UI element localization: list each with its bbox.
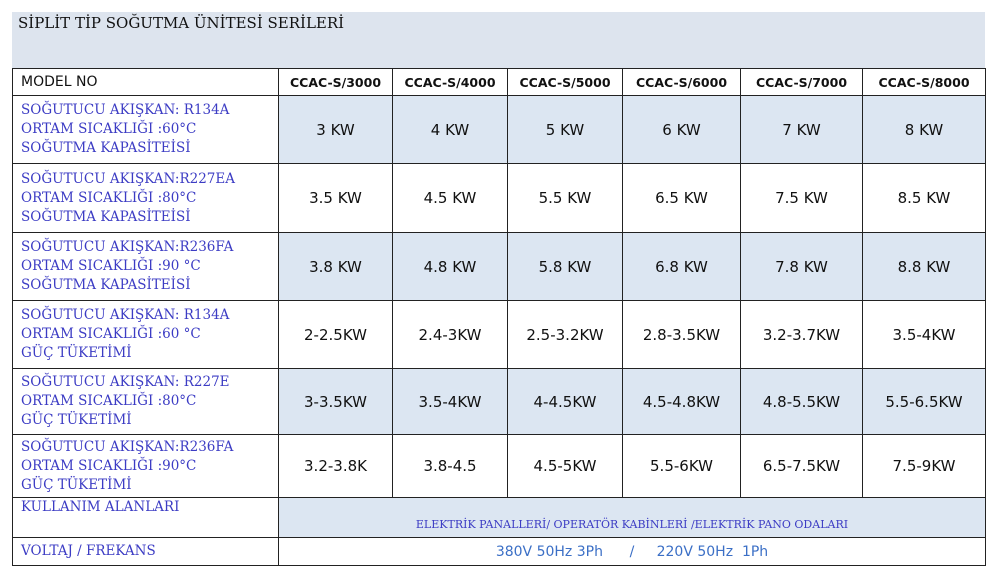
label-line: GÜÇ TÜKETİMİ (21, 412, 132, 428)
table-row: SOĞUTUCU AKIŞKAN:R236FA ORTAM SICAKLIĞI :… (12, 434, 986, 498)
cell: 5.8 KW (507, 232, 623, 301)
cell: 8.8 KW (862, 232, 986, 301)
row-label: KULLANIM ALANLARI (12, 497, 279, 538)
label-line: SOĞUTMA KAPASİTEİSİ (21, 208, 191, 225)
header-row: MODEL NO CCAC-S/3000 CCAC-S/4000 CCAC-S/500… (12, 68, 986, 96)
cell: 7 KW (740, 95, 863, 164)
cell: 4.5 KW (392, 163, 508, 233)
row-label: SOĞUTUCU AKIŞKAN:R236FA ORTAM SICAKLIĞI :… (12, 434, 279, 498)
label-line: ORTAM SICAKLIĞI :80°C (21, 189, 197, 206)
cell: 7.5 KW (740, 163, 863, 233)
cell: 3.2-3.7KW (740, 300, 863, 369)
table-row: SOĞUTUCU AKIŞKAN: R134A ORTAM SICAKLIĞI :… (12, 300, 986, 369)
usage-value: ELEKTRİK PANALLERİ/ OPERATÖR KABİNLERİ /… (278, 497, 986, 538)
cell: 2-2.5KW (278, 300, 393, 369)
cell: 5.5-6.5KW (862, 368, 986, 435)
cell: 2.5-3.2KW (507, 300, 623, 369)
column-header: CCAC-S/8000 (862, 68, 986, 96)
cell: 5.5-6KW (622, 434, 741, 498)
cell: 7.8 KW (740, 232, 863, 301)
label-line: ORTAM SICAKLIĞI :90 °C (21, 258, 201, 274)
cell: 6 KW (622, 95, 741, 164)
cell: 3.8-4.5 (392, 434, 508, 498)
cell: 3.5 KW (278, 163, 393, 233)
cell: 4 KW (392, 95, 508, 164)
row-label: SOĞUTUCU AKIŞKAN: R227E ORTAM SICAKLIĞI :… (12, 368, 279, 435)
cell: 2.4-3KW (392, 300, 508, 369)
table-row: SOĞUTUCU AKIŞKAN:R236FA ORTAM SICAKLIĞI :… (12, 232, 986, 301)
label-line: ORTAM SICAKLIĞI :90°C (21, 457, 197, 474)
cell: 4.8 KW (392, 232, 508, 301)
table-row: SOĞUTUCU AKIŞKAN:R227EA ORTAM SICAKLIĞI :… (12, 163, 986, 233)
label-line: ORTAM SICAKLIĞI :80°C (21, 393, 197, 409)
column-header: CCAC-S/7000 (740, 68, 863, 96)
cell: 4-4.5KW (507, 368, 623, 435)
cell: 3 KW (278, 95, 393, 164)
column-header: CCAC-S/4000 (392, 68, 508, 96)
table-row: SOĞUTUCU AKIŞKAN: R227E ORTAM SICAKLIĞI :… (12, 368, 986, 435)
label-line: SOĞUTUCU AKIŞKAN:R227EA (21, 170, 235, 187)
cell: 6.5 KW (622, 163, 741, 233)
label-line: SOĞUTUCU AKIŞKAN: R227E (21, 374, 230, 390)
cell: 7.5-9KW (862, 434, 986, 498)
label-line: GÜÇ TÜKETİMİ (21, 476, 132, 493)
column-header: CCAC-S/5000 (507, 68, 623, 96)
cell: 8.5 KW (862, 163, 986, 233)
label-line: SOĞUTUCU AKIŞKAN: R134A (21, 102, 230, 118)
spec-table: MODEL NO CCAC-S/3000 CCAC-S/4000 CCAC-S/500… (12, 68, 986, 566)
row-label: SOĞUTUCU AKIŞKAN:R227EA ORTAM SICAKLIĞI :… (12, 163, 279, 233)
label-line: ORTAM SICAKLIĞI :60°C (21, 121, 197, 137)
cell: 6.5-7.5KW (740, 434, 863, 498)
row-label: SOĞUTUCU AKIŞKAN:R236FA ORTAM SICAKLIĞI :… (12, 232, 279, 301)
cell: 5.5 KW (507, 163, 623, 233)
voltage-row: VOLTAJ / FREKANS 380V 50Hz 3Ph / 220V 50H… (12, 537, 986, 566)
label-line: SOĞUTMA KAPASİTEİSİ (21, 140, 191, 156)
cell: 5 KW (507, 95, 623, 164)
column-header: MODEL NO (12, 68, 279, 96)
cell: 2.8-3.5KW (622, 300, 741, 369)
row-label: SOĞUTUCU AKIŞKAN: R134A ORTAM SICAKLIĞI :… (12, 95, 279, 164)
label-line: SOĞUTMA KAPASİTEİSİ (21, 277, 191, 293)
label-line: ORTAM SICAKLIĞI :60 °C (21, 326, 201, 342)
cell: 4.5-4.8KW (622, 368, 741, 435)
cell: 3-3.5KW (278, 368, 393, 435)
voltage-value: 380V 50Hz 3Ph / 220V 50Hz 1Ph (278, 537, 986, 566)
cell: 3.5-4KW (392, 368, 508, 435)
label-line: SOĞUTUCU AKIŞKAN:R236FA (21, 438, 234, 455)
cell: 3.8 KW (278, 232, 393, 301)
label-line: GÜÇ TÜKETİMİ (21, 345, 132, 361)
usage-row: KULLANIM ALANLARI ELEKTRİK PANALLERİ/ OPE… (12, 497, 986, 538)
cell: 4.5-5KW (507, 434, 623, 498)
cell: 3.5-4KW (862, 300, 986, 369)
cell: 3.2-3.8K (278, 434, 393, 498)
cell: 6.8 KW (622, 232, 741, 301)
cell: 8 KW (862, 95, 986, 164)
cell: 4.8-5.5KW (740, 368, 863, 435)
column-header: CCAC-S/3000 (278, 68, 393, 96)
row-label: VOLTAJ / FREKANS (12, 537, 279, 566)
row-label: SOĞUTUCU AKIŞKAN: R134A ORTAM SICAKLIĞI :… (12, 300, 279, 369)
label-line: SOĞUTUCU AKIŞKAN:R236FA (21, 239, 234, 255)
label-line: SOĞUTUCU AKIŞKAN: R134A (21, 307, 230, 323)
header-band (12, 12, 985, 68)
column-header: CCAC-S/6000 (622, 68, 741, 96)
title: SİPLİT TİP SOĞUTMA ÜNİTESİ SERİLERİ (18, 14, 345, 32)
table-row: SOĞUTUCU AKIŞKAN: R134A ORTAM SICAKLIĞI :… (12, 95, 986, 164)
